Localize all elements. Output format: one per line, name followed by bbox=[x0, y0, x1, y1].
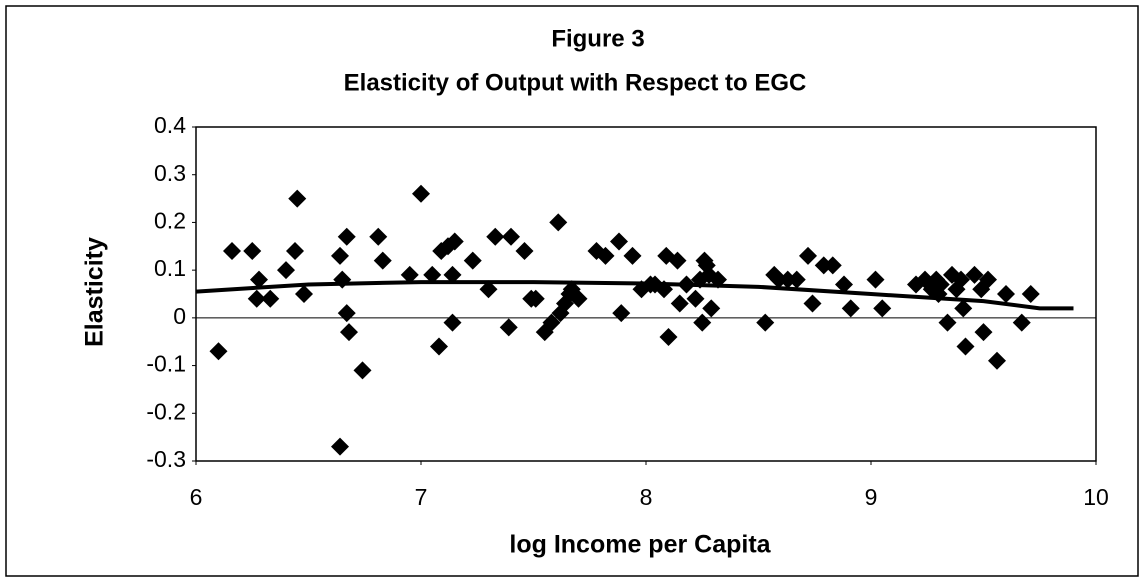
x-axis-label: log Income per Capita bbox=[509, 531, 771, 559]
y-tick-label: 0.3 bbox=[154, 160, 186, 186]
point bbox=[515, 242, 534, 261]
point bbox=[686, 289, 705, 308]
point bbox=[337, 227, 356, 246]
point bbox=[979, 270, 997, 289]
point bbox=[542, 313, 561, 332]
point bbox=[873, 299, 892, 318]
point bbox=[965, 265, 984, 284]
point bbox=[756, 313, 775, 332]
y-tick-label: -0.2 bbox=[146, 398, 186, 424]
point bbox=[247, 289, 266, 308]
point bbox=[261, 289, 280, 308]
point bbox=[938, 313, 957, 332]
point bbox=[340, 323, 358, 342]
point bbox=[549, 213, 568, 232]
x-tick-label: 7 bbox=[415, 484, 428, 510]
point bbox=[560, 285, 579, 303]
chart-subtitle: Elasticity of Output with Respect to EGC bbox=[344, 69, 807, 96]
point bbox=[412, 184, 430, 203]
point bbox=[659, 327, 678, 346]
point bbox=[997, 285, 1015, 303]
point bbox=[956, 337, 975, 356]
point bbox=[988, 351, 1006, 370]
point bbox=[445, 232, 464, 251]
point bbox=[952, 270, 970, 289]
point bbox=[1021, 285, 1040, 303]
point bbox=[423, 265, 442, 284]
y-tick-label: 0 bbox=[173, 303, 186, 329]
point bbox=[499, 318, 518, 337]
point bbox=[400, 265, 419, 284]
point bbox=[668, 251, 687, 270]
point bbox=[353, 361, 372, 380]
point bbox=[463, 251, 482, 270]
point bbox=[479, 280, 498, 299]
point bbox=[954, 299, 973, 318]
point bbox=[209, 342, 228, 361]
point bbox=[430, 337, 448, 356]
point bbox=[286, 242, 304, 261]
point bbox=[443, 265, 462, 284]
point bbox=[288, 189, 307, 208]
y-tick-label: 0.4 bbox=[154, 112, 186, 138]
point bbox=[331, 246, 349, 265]
point bbox=[657, 246, 676, 265]
point bbox=[443, 313, 462, 332]
point bbox=[702, 299, 721, 318]
point bbox=[596, 246, 615, 265]
point bbox=[502, 227, 520, 246]
point bbox=[670, 294, 689, 313]
point bbox=[1012, 313, 1031, 332]
point bbox=[243, 242, 262, 261]
point bbox=[799, 246, 817, 265]
point bbox=[610, 232, 628, 251]
y-tick-label: -0.1 bbox=[146, 351, 186, 377]
point bbox=[250, 270, 268, 289]
point bbox=[866, 270, 885, 289]
y-tick-label: 0.2 bbox=[154, 208, 186, 234]
point bbox=[841, 299, 860, 318]
point bbox=[623, 246, 642, 265]
point bbox=[803, 294, 822, 313]
point bbox=[295, 285, 313, 303]
point bbox=[369, 227, 388, 246]
point bbox=[931, 275, 950, 294]
point bbox=[693, 313, 712, 332]
point bbox=[526, 289, 545, 308]
point bbox=[787, 270, 806, 289]
x-tick-label: 8 bbox=[640, 484, 653, 510]
point bbox=[277, 261, 295, 280]
x-tick-label: 10 bbox=[1083, 484, 1109, 510]
chart-title: Figure 3 bbox=[551, 25, 644, 52]
point bbox=[612, 304, 631, 323]
point bbox=[835, 275, 853, 294]
x-tick-label: 9 bbox=[865, 484, 878, 510]
x-tick-label: 6 bbox=[190, 484, 203, 510]
y-tick-label: -0.3 bbox=[146, 446, 186, 472]
point bbox=[223, 242, 241, 261]
point bbox=[486, 227, 505, 246]
point bbox=[974, 323, 993, 342]
point bbox=[823, 256, 842, 275]
trend-line bbox=[195, 280, 1074, 311]
y-tick-label: 0.1 bbox=[154, 255, 186, 281]
point bbox=[373, 251, 392, 270]
point bbox=[331, 437, 349, 456]
y-axis-label: Elasticity bbox=[81, 237, 109, 347]
point bbox=[337, 304, 356, 323]
